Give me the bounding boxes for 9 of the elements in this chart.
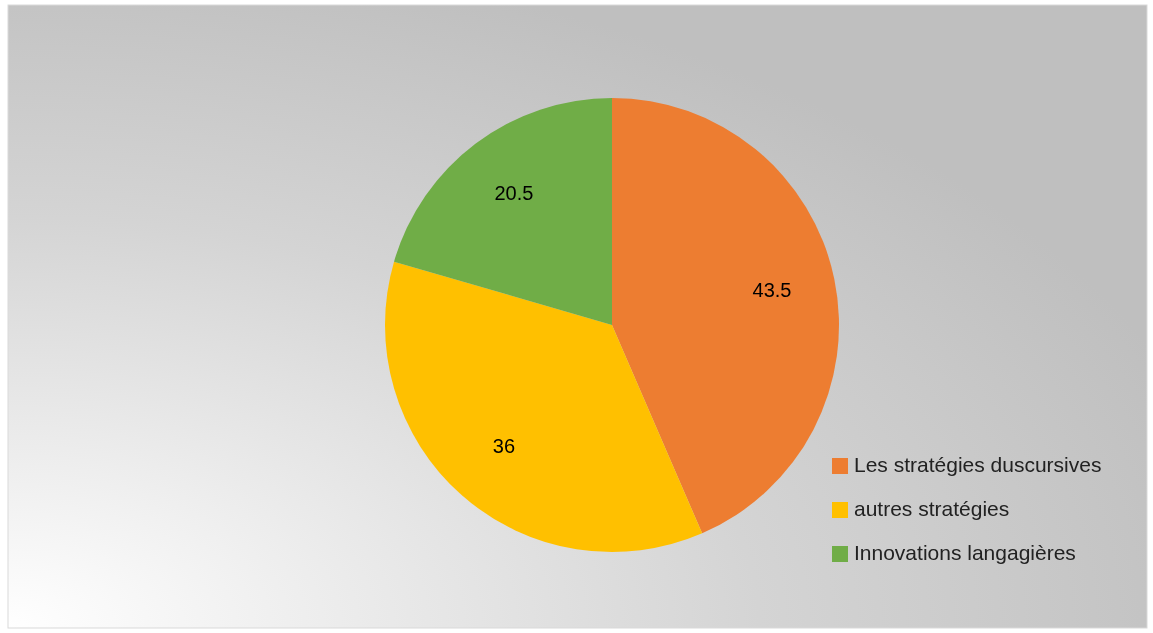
legend-label: autres stratégies	[854, 496, 1010, 520]
pie-slice	[612, 98, 839, 534]
data-label: 36	[492, 434, 516, 457]
legend-label: Les stratégies duscursives	[854, 452, 1102, 476]
data-label: 20.5	[494, 181, 534, 204]
data-label: 43.5	[752, 279, 792, 302]
pie-slice	[385, 261, 703, 552]
legend-label: Innovations langagières	[854, 540, 1076, 564]
pie-slice	[394, 98, 612, 325]
